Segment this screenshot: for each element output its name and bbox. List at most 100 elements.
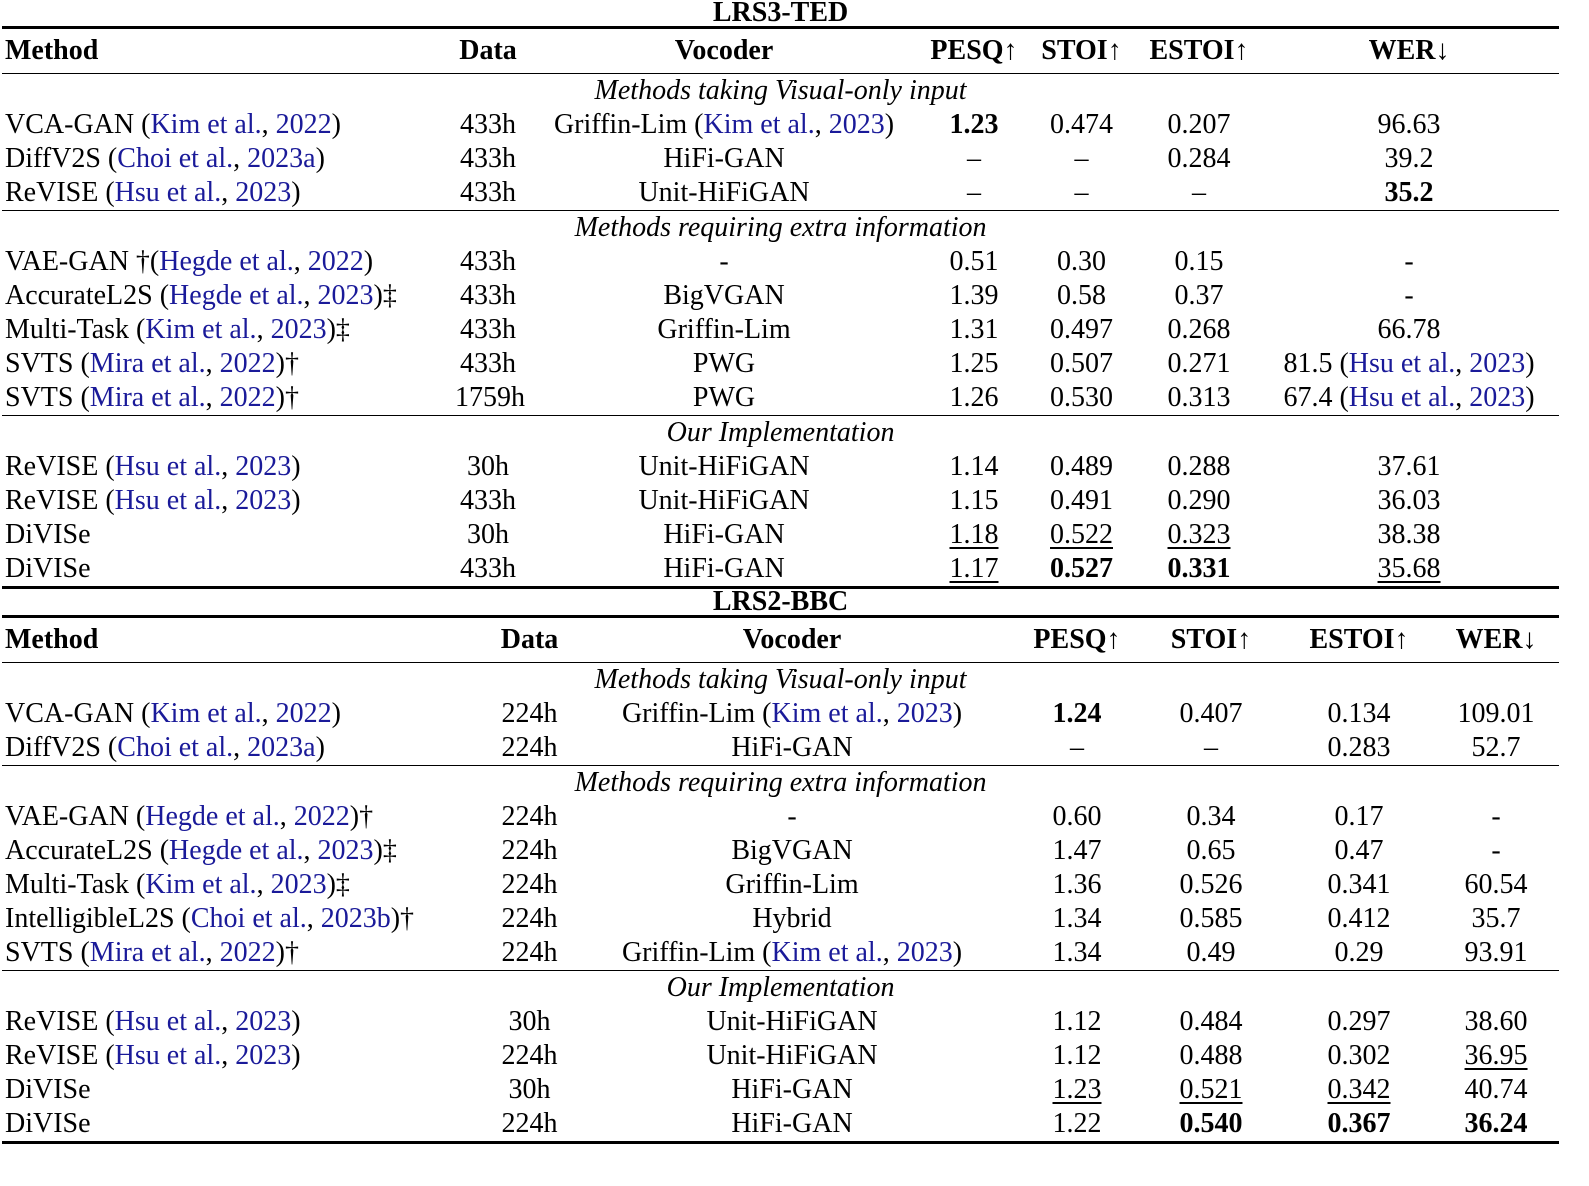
cell-text: ,	[233, 143, 248, 174]
pesq-value: 1.34	[1052, 903, 1102, 934]
citation-link[interactable]: Kim et al.	[771, 698, 883, 729]
citation-link[interactable]: 2023	[270, 869, 327, 900]
cell-text: )	[291, 177, 301, 208]
citation-link[interactable]: Choi et al.	[117, 143, 234, 174]
citation-link[interactable]: 2022	[275, 698, 332, 729]
data-cell: 433h	[460, 314, 516, 345]
citation-link[interactable]: Hegde et al.	[169, 835, 304, 866]
vocoder-cell: Griffin-Lim	[524, 313, 924, 347]
citation-link[interactable]: 2022	[293, 801, 350, 832]
cell-text: Unit-HiFiGAN	[706, 1040, 878, 1071]
table-row: AccurateL2S (Hegde et al., 2023)‡ 433h Big…	[2, 279, 1559, 313]
vocoder-cell: HiFi-GAN	[524, 142, 924, 176]
pesq-cell: 1.12	[1017, 1039, 1137, 1073]
citation-link[interactable]: Kim et al.	[703, 109, 815, 140]
citation-link[interactable]: Hsu et al.	[114, 1040, 222, 1071]
cell-text: DiVISe	[5, 1074, 91, 1105]
citation-link[interactable]: Kim et al.	[145, 314, 257, 345]
citation-link[interactable]: Hsu et al.	[114, 1006, 222, 1037]
vocoder-cell: HiFi-GAN	[567, 731, 1017, 766]
citation-link[interactable]: Mira et al.	[89, 937, 206, 968]
citation-link[interactable]: 2023	[270, 314, 327, 345]
citation-link[interactable]: Mira et al.	[89, 382, 206, 413]
estoi-cell: 0.367	[1285, 1107, 1433, 1143]
cell-text: HiFi-GAN	[663, 143, 785, 174]
table-row: DiVISe 224h HiFi-GAN 1.22 0.540 0.367 36.24	[2, 1107, 1560, 1143]
citation-link[interactable]: 2022	[307, 246, 364, 277]
stoi-value: 0.526	[1179, 869, 1243, 900]
method-cell: VAE-GAN †(Hegde et al., 2022)	[2, 245, 452, 279]
data-cell: 433h	[460, 177, 516, 208]
citation-link[interactable]: Hsu et al.	[114, 485, 222, 516]
citation-link[interactable]: 2022	[219, 382, 276, 413]
citation-link[interactable]: Hsu et al.	[1348, 348, 1456, 379]
estoi-value: 0.290	[1167, 485, 1231, 516]
citation-link[interactable]: Kim et al.	[771, 937, 883, 968]
stoi-cell: 0.58	[1024, 279, 1139, 313]
stoi-cell: 0.491	[1024, 484, 1139, 518]
citation-link[interactable]: Hegde et al.	[169, 280, 304, 311]
citation-link[interactable]: Mira et al.	[89, 348, 206, 379]
wer-cell: -	[1259, 245, 1559, 279]
pesq-value: 1.18	[949, 519, 999, 550]
citation-link[interactable]: 2023	[896, 698, 953, 729]
citation-link[interactable]: 2023	[1469, 348, 1526, 379]
citation-link[interactable]: 2022	[219, 937, 276, 968]
citation-link[interactable]: 2023	[235, 1006, 292, 1037]
cell-text: HiFi-GAN	[663, 553, 785, 584]
citation-link[interactable]: 2023	[1469, 382, 1526, 413]
citation-link[interactable]: 2023b	[320, 903, 391, 934]
stoi-cell: –	[1024, 176, 1139, 211]
pesq-value: 1.34	[1052, 937, 1102, 968]
citation-link[interactable]: Hsu et al.	[1348, 382, 1456, 413]
citation-link[interactable]: Kim et al.	[150, 109, 262, 140]
citation-link[interactable]: 2023	[235, 485, 292, 516]
cell-text: HiFi-GAN	[663, 519, 785, 550]
stoi-cell: 0.522	[1024, 518, 1139, 552]
citation-link[interactable]: 2022	[275, 109, 332, 140]
stoi-value: –	[1204, 732, 1218, 763]
stoi-cell: 0.507	[1024, 347, 1139, 381]
method-cell: DiVISe	[2, 518, 452, 552]
cell-text: )‡	[373, 835, 397, 866]
estoi-cell: 0.271	[1139, 347, 1259, 381]
citation-link[interactable]: 2023a	[247, 143, 316, 174]
table-title-row: LRS2-BBC	[2, 588, 1560, 617]
citation-link[interactable]: 2022	[219, 348, 276, 379]
table-row: IntelligibleL2S (Choi et al., 2023b)† 224…	[2, 902, 1559, 936]
citation-link[interactable]: Hsu et al.	[114, 451, 222, 482]
citation-link[interactable]: Hsu et al.	[114, 177, 222, 208]
table-row: VAE-GAN (Hegde et al., 2022)† 224h - 0.60 0.…	[2, 800, 1559, 834]
cell-text: )	[331, 109, 341, 140]
citation-link[interactable]: 2023	[235, 1040, 292, 1071]
citation-link[interactable]: Hegde et al.	[145, 801, 280, 832]
citation-link[interactable]: 2023	[317, 280, 374, 311]
citation-link[interactable]: 2023	[235, 451, 292, 482]
citation-link[interactable]: Kim et al.	[150, 698, 262, 729]
citation-link[interactable]: 2023	[235, 177, 292, 208]
citation-link[interactable]: 2023	[896, 937, 953, 968]
cell-text: ReVISE (	[5, 485, 115, 516]
estoi-value: 0.367	[1327, 1108, 1391, 1139]
cell-text: HiFi-GAN	[731, 732, 853, 763]
table-row: SVTS (Mira et al., 2022)† 433h PWG 1.25 0.50…	[2, 347, 1559, 381]
pesq-value: 0.51	[949, 246, 999, 277]
citation-link[interactable]: 2023	[828, 109, 885, 140]
wer-cell: -	[1259, 279, 1559, 313]
pesq-value: 0.60	[1052, 801, 1102, 832]
vocoder-cell: PWG	[524, 347, 924, 381]
citation-link[interactable]: Hegde et al.	[159, 246, 294, 277]
cell-text: -	[1491, 801, 1501, 832]
stoi-value: 0.507	[1050, 348, 1113, 379]
citation-link[interactable]: 2023a	[247, 732, 316, 763]
citation-link[interactable]: Kim et al.	[145, 869, 257, 900]
wer-cell: 36.95	[1433, 1039, 1559, 1073]
cell-text: 96.63	[1377, 109, 1441, 140]
estoi-cell: 0.412	[1285, 902, 1433, 936]
cell-text: 40.74	[1464, 1074, 1528, 1105]
citation-link[interactable]: Choi et al.	[117, 732, 234, 763]
stoi-cell: 0.530	[1024, 381, 1139, 416]
method-cell: Multi-Task (Kim et al., 2023)‡	[2, 313, 452, 347]
citation-link[interactable]: Choi et al.	[190, 903, 307, 934]
citation-link[interactable]: 2023	[317, 835, 374, 866]
